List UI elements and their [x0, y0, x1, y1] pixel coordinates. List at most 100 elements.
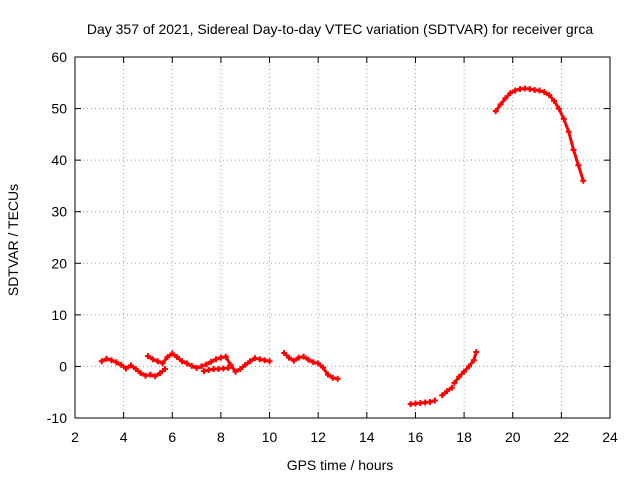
series-group — [98, 85, 587, 408]
data-point — [315, 360, 322, 367]
data-point — [431, 397, 438, 404]
data-point — [560, 115, 567, 122]
data-point — [541, 89, 548, 96]
x-tick-label: 16 — [408, 429, 424, 445]
data-point — [261, 357, 268, 364]
data-point — [290, 357, 297, 364]
data-point — [329, 374, 336, 381]
data-point — [526, 85, 533, 92]
data-point — [188, 362, 195, 369]
chart-title: Day 357 of 2021, Sidereal Day-to-day VTE… — [87, 21, 593, 37]
data-point — [502, 95, 509, 102]
data-point — [227, 361, 234, 368]
data-point — [305, 356, 312, 363]
data-point — [448, 384, 455, 391]
data-point — [334, 375, 341, 382]
x-tick-label: 22 — [554, 429, 570, 445]
data-point — [118, 361, 125, 368]
data-point — [98, 358, 105, 365]
data-point — [217, 354, 224, 361]
data-point — [300, 353, 307, 360]
x-tick-label: 6 — [168, 429, 176, 445]
grid — [75, 57, 610, 418]
y-tick-label: 0 — [59, 358, 67, 374]
y-axis-label: SDTVAR / TECUs — [5, 184, 21, 296]
x-tick-label: 24 — [602, 429, 618, 445]
data-point — [169, 350, 176, 357]
data-point — [208, 358, 215, 365]
data-point — [198, 363, 205, 370]
data-point — [154, 358, 161, 365]
x-tick-label: 10 — [262, 429, 278, 445]
data-point — [242, 361, 249, 368]
data-point — [142, 372, 149, 379]
y-tick-label: 50 — [51, 101, 67, 117]
data-point — [492, 108, 499, 115]
data-point — [536, 87, 543, 94]
data-point — [320, 364, 327, 371]
data-point — [497, 101, 504, 108]
data-point — [183, 360, 190, 367]
data-point — [465, 363, 472, 370]
x-tick-label: 12 — [310, 429, 326, 445]
data-point — [456, 373, 463, 380]
data-point — [546, 92, 553, 99]
data-point — [232, 368, 239, 375]
data-point — [551, 97, 558, 104]
data-point — [295, 354, 302, 361]
x-axis-label: GPS time / hours — [287, 457, 394, 473]
data-point — [575, 162, 582, 169]
data-point — [555, 105, 562, 112]
data-point — [213, 356, 220, 363]
data-point — [159, 360, 166, 367]
y-tick-label: 20 — [51, 255, 67, 271]
data-point — [470, 357, 477, 364]
series-line-segment-7 — [452, 350, 478, 385]
data-point — [580, 177, 587, 184]
data-point — [179, 358, 185, 365]
data-point — [427, 399, 434, 406]
data-point — [113, 359, 120, 366]
data-point — [157, 370, 164, 377]
y-tick-label: 60 — [51, 49, 67, 65]
data-point — [161, 366, 168, 373]
data-point — [473, 348, 480, 355]
data-point — [247, 358, 254, 365]
data-point — [512, 87, 519, 94]
data-point — [152, 373, 159, 380]
y-tick-label: 40 — [51, 152, 67, 168]
data-point — [570, 146, 577, 153]
y-tick-label: 30 — [51, 204, 67, 220]
x-tick-label: 4 — [120, 429, 128, 445]
data-point — [137, 370, 144, 377]
data-point — [507, 90, 514, 97]
data-point — [174, 354, 181, 361]
data-point — [205, 367, 212, 374]
data-point — [281, 350, 288, 357]
data-point — [203, 361, 210, 368]
x-tick-label: 14 — [359, 429, 375, 445]
x-tick-label: 8 — [217, 429, 225, 445]
data-point — [310, 359, 317, 366]
data-point — [256, 356, 263, 363]
data-point — [439, 392, 446, 399]
data-point — [451, 379, 458, 386]
y-tick-label: -10 — [47, 410, 67, 426]
x-tick-label: 2 — [71, 429, 79, 445]
data-point — [324, 371, 331, 378]
data-point — [193, 364, 200, 371]
data-point — [461, 368, 468, 375]
x-tick-label: 18 — [456, 429, 472, 445]
series-line-segment-8 — [494, 87, 585, 183]
plot-frame — [74, 56, 611, 419]
data-point — [123, 365, 130, 372]
y-tick-label: 10 — [51, 307, 67, 323]
data-point — [200, 368, 207, 375]
data-point — [286, 354, 292, 361]
data-point — [108, 357, 115, 364]
data-point — [103, 355, 110, 362]
data-point — [266, 358, 273, 365]
data-point — [251, 355, 258, 362]
